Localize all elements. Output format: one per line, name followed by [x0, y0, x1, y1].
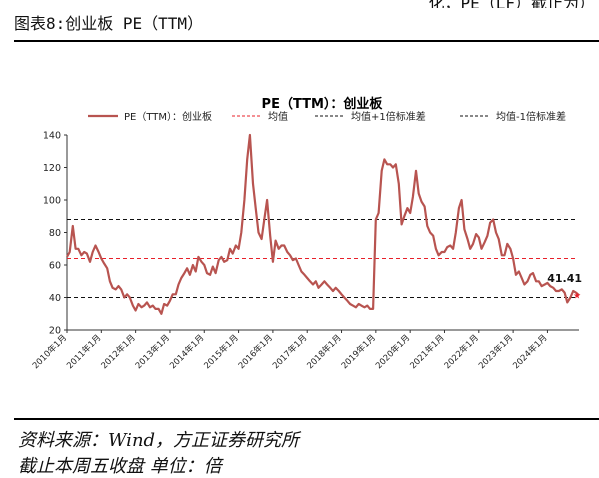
- legend-label-0: PE（TTM）：创业板: [124, 110, 212, 123]
- reference-lines: [67, 219, 575, 298]
- x-tick-label: 2023年1月: [476, 332, 515, 371]
- series-line-0: [66, 133, 580, 315]
- top-rule: [14, 40, 599, 42]
- y-tick-label: 140: [43, 131, 61, 142]
- x-tick-label: 2015年1月: [202, 332, 241, 371]
- chart-axes: 204060801001201402010年1月2011年1月2012年1月20…: [30, 131, 579, 371]
- source-note: 资料来源：Wind，方正证券研究所: [18, 430, 300, 451]
- last-value-label: 41.41: [547, 272, 582, 285]
- y-tick-label: 40: [49, 293, 61, 304]
- clipped-header-text: 化，PE（LF）截止为）: [428, 0, 595, 8]
- x-tick-label: 2019年1月: [339, 332, 378, 371]
- y-tick-label: 80: [49, 228, 61, 239]
- y-tick-label: 20: [49, 326, 61, 337]
- x-tick-label: 2010年1月: [30, 332, 69, 371]
- chart-title: PE（TTM）：创业板: [262, 96, 384, 112]
- y-tick-label: 100: [43, 196, 61, 207]
- x-tick-label: 2024年1月: [511, 332, 550, 371]
- x-tick-label: 2021年1月: [408, 332, 447, 371]
- x-tick-label: 2017年1月: [270, 332, 309, 371]
- clipped-header-fragment: 化，PE（LF）截止为）: [0, 0, 599, 8]
- y-tick-label: 60: [49, 261, 61, 272]
- y-tick-label: 120: [43, 163, 61, 174]
- unit-note: 截止本周五收盘 单位：倍: [18, 456, 222, 477]
- x-tick-label: 2016年1月: [236, 332, 275, 371]
- x-tick-label: 2014年1月: [167, 332, 206, 371]
- last-value-marker: ★ 41.41: [547, 272, 582, 302]
- series-group: [66, 133, 580, 315]
- legend-label-1: 均值: [268, 110, 288, 123]
- x-tick-label: 2020年1月: [373, 332, 412, 371]
- last-value-star: ★: [573, 292, 581, 302]
- legend-label-2: 均值+1倍标准差: [351, 110, 426, 123]
- x-tick-label: 2013年1月: [133, 332, 172, 371]
- x-tick-label: 2011年1月: [65, 332, 104, 371]
- x-tick-label: 2018年1月: [305, 332, 344, 371]
- x-tick-label: 2012年1月: [99, 332, 138, 371]
- bottom-rule: [14, 418, 599, 420]
- chart-legend: PE（TTM）：创业板 均值 均值+1倍标准差 均值-1倍标准差: [88, 110, 566, 123]
- figure-title: 图表8:创业板 PE（TTM）: [14, 14, 204, 33]
- legend-label-3: 均值-1倍标准差: [496, 110, 566, 123]
- pe-ttm-chart: PE（TTM）：创业板 PE（TTM）：创业板 均值 均值+1倍标准差 均值-1倍标准…: [30, 96, 582, 371]
- x-tick-label: 2022年1月: [442, 332, 481, 371]
